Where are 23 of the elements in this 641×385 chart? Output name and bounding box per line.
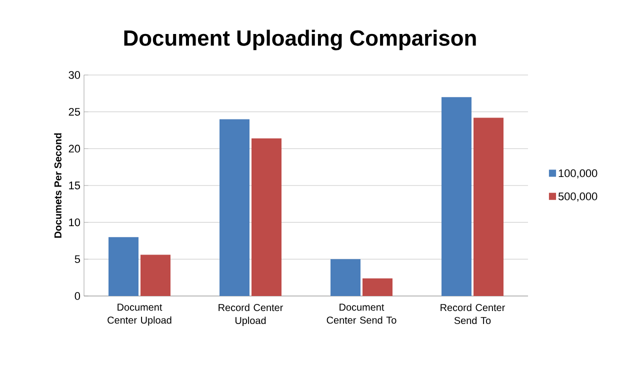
bar xyxy=(252,138,282,296)
legend-label: 500,000 xyxy=(558,192,598,202)
y-axis-title: Documets Per Second xyxy=(54,133,62,238)
bar xyxy=(140,254,170,296)
y-tick-label: 25 xyxy=(68,108,80,116)
x-tick-label: Document Center Send To xyxy=(326,304,396,324)
x-tick-label: Document Center Upload xyxy=(108,304,172,326)
y-tick-label: 30 xyxy=(68,71,80,79)
x-tick-label: Record Center Send To xyxy=(440,304,505,324)
y-tick-label: 0 xyxy=(74,292,80,300)
chart-title: Document Uploading Comparison xyxy=(124,30,476,50)
y-tick-label: 15 xyxy=(69,182,80,190)
bar xyxy=(474,118,504,296)
legend-label: 100,000 xyxy=(558,169,598,178)
x-tick-label: Record Center Upload xyxy=(218,304,283,326)
y-tick-label: 5 xyxy=(74,255,80,263)
bar xyxy=(442,97,472,296)
y-tick-label: 10 xyxy=(69,218,80,226)
bar xyxy=(220,119,250,296)
y-tick-label: 20 xyxy=(68,144,80,153)
bar xyxy=(108,237,139,296)
bar xyxy=(362,278,393,296)
bar xyxy=(330,259,361,296)
